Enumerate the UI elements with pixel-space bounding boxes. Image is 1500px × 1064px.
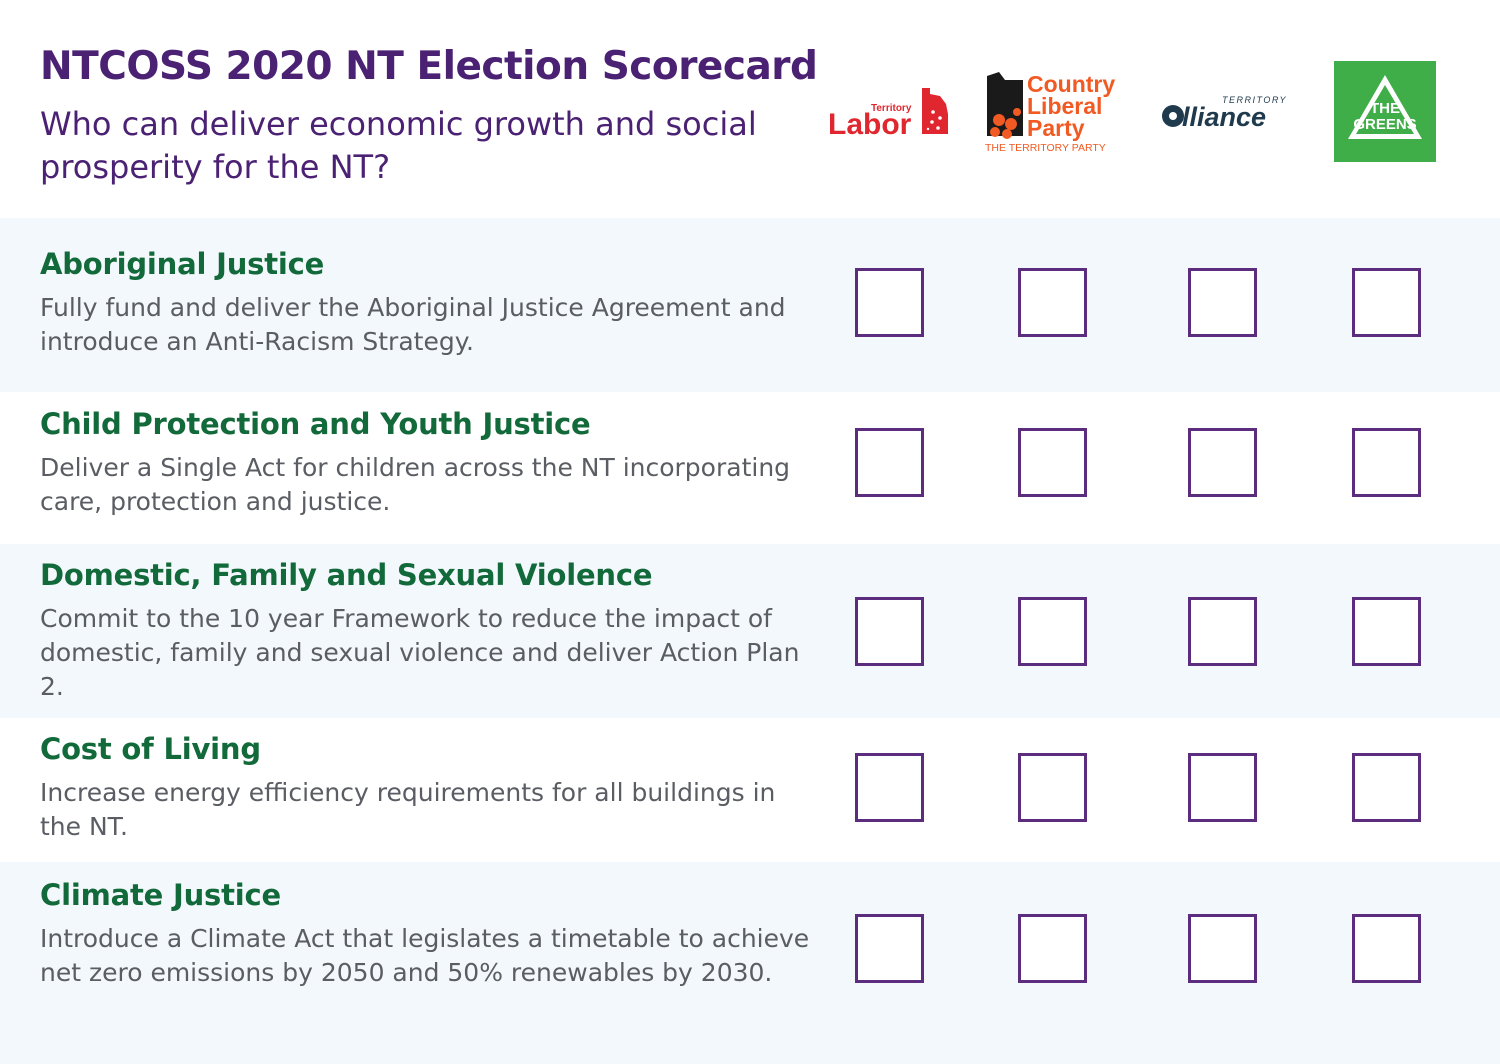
row-title: Climate Justice	[40, 878, 281, 912]
labor-logo-small-text: Territory	[871, 103, 912, 114]
checkbox-clp[interactable]	[1018, 597, 1087, 666]
checkbox-labor[interactable]	[855, 597, 924, 666]
territory-alliance-logo: TERRITORY lliance	[1162, 95, 1287, 132]
clp-logo-line-3: Party	[1027, 115, 1085, 141]
scorecard-header: NTCOSS 2020 NT Election Scorecard Who ca…	[0, 0, 1500, 218]
row-description: Introduce a Climate Act that legislates …	[40, 924, 810, 987]
checkbox-labor[interactable]	[855, 268, 924, 337]
scorecard-row-domestic-violence: Domestic, Family and Sexual Violence Com…	[0, 544, 1500, 718]
scorecard-row-aboriginal-justice: Aboriginal Justice Fully fund and delive…	[0, 218, 1500, 392]
checkbox-alliance[interactable]	[1188, 753, 1257, 822]
checkbox-clp[interactable]	[1018, 753, 1087, 822]
scorecard-row-cost-of-living: Cost of Living Increase energy efficienc…	[0, 718, 1500, 862]
row-title: Domestic, Family and Sexual Violence	[40, 558, 653, 592]
checkbox-greens[interactable]	[1352, 428, 1421, 497]
country-liberal-party-logo: Country Liberal Party THE TERRITORY PART…	[985, 71, 1115, 154]
scorecard-row-child-protection: Child Protection and Youth Justice Deliv…	[0, 392, 1500, 544]
alliance-logo-small-text: TERRITORY	[1222, 95, 1287, 105]
row-title: Cost of Living	[40, 732, 261, 766]
scorecard-row-climate-justice: Climate Justice Introduce a Climate Act …	[0, 862, 1500, 1064]
row-title: Aboriginal Justice	[40, 247, 325, 281]
checkbox-alliance[interactable]	[1188, 268, 1257, 337]
checkbox-clp[interactable]	[1018, 268, 1087, 337]
page-title: NTCOSS 2020 NT Election Scorecard	[40, 44, 818, 89]
clp-map-icon	[987, 72, 1023, 136]
row-description: Increase energy efficiency requirements …	[40, 778, 776, 841]
labor-logo-main-text: Labor	[828, 108, 912, 138]
checkbox-alliance[interactable]	[1188, 914, 1257, 983]
checkbox-clp[interactable]	[1018, 428, 1087, 497]
checkbox-labor[interactable]	[855, 753, 924, 822]
checkbox-greens[interactable]	[1352, 268, 1421, 337]
row-description: Deliver a Single Act for children across…	[40, 453, 791, 516]
row-description: Commit to the 10 year Framework to reduc…	[40, 604, 800, 701]
greens-logo-line-2: GREENS	[1353, 116, 1416, 133]
clp-logo-line-2: Liberal	[1027, 93, 1102, 119]
checkbox-greens[interactable]	[1352, 597, 1421, 666]
page-subtitle: Who can deliver economic growth and soci…	[40, 105, 757, 186]
row-description: Fully fund and deliver the Aboriginal Ju…	[40, 293, 786, 356]
clp-logo-line-1: Country	[1027, 71, 1115, 97]
clp-logo-tagline: THE TERRITORY PARTY	[985, 142, 1106, 154]
checkbox-clp[interactable]	[1018, 914, 1087, 983]
checkbox-labor[interactable]	[855, 914, 924, 983]
row-title: Child Protection and Youth Justice	[40, 407, 591, 441]
checkbox-greens[interactable]	[1352, 914, 1421, 983]
checkbox-alliance[interactable]	[1188, 597, 1257, 666]
checkbox-greens[interactable]	[1352, 753, 1421, 822]
checkbox-labor[interactable]	[855, 428, 924, 497]
alliance-logo-main-text: lliance	[1182, 102, 1266, 132]
the-greens-logo: THE GREENS	[1334, 61, 1436, 162]
greens-logo-line-1: THE	[1370, 100, 1400, 117]
territory-labor-logo: Territory Labor	[828, 88, 948, 138]
checkbox-alliance[interactable]	[1188, 428, 1257, 497]
nt-map-icon	[922, 88, 948, 134]
